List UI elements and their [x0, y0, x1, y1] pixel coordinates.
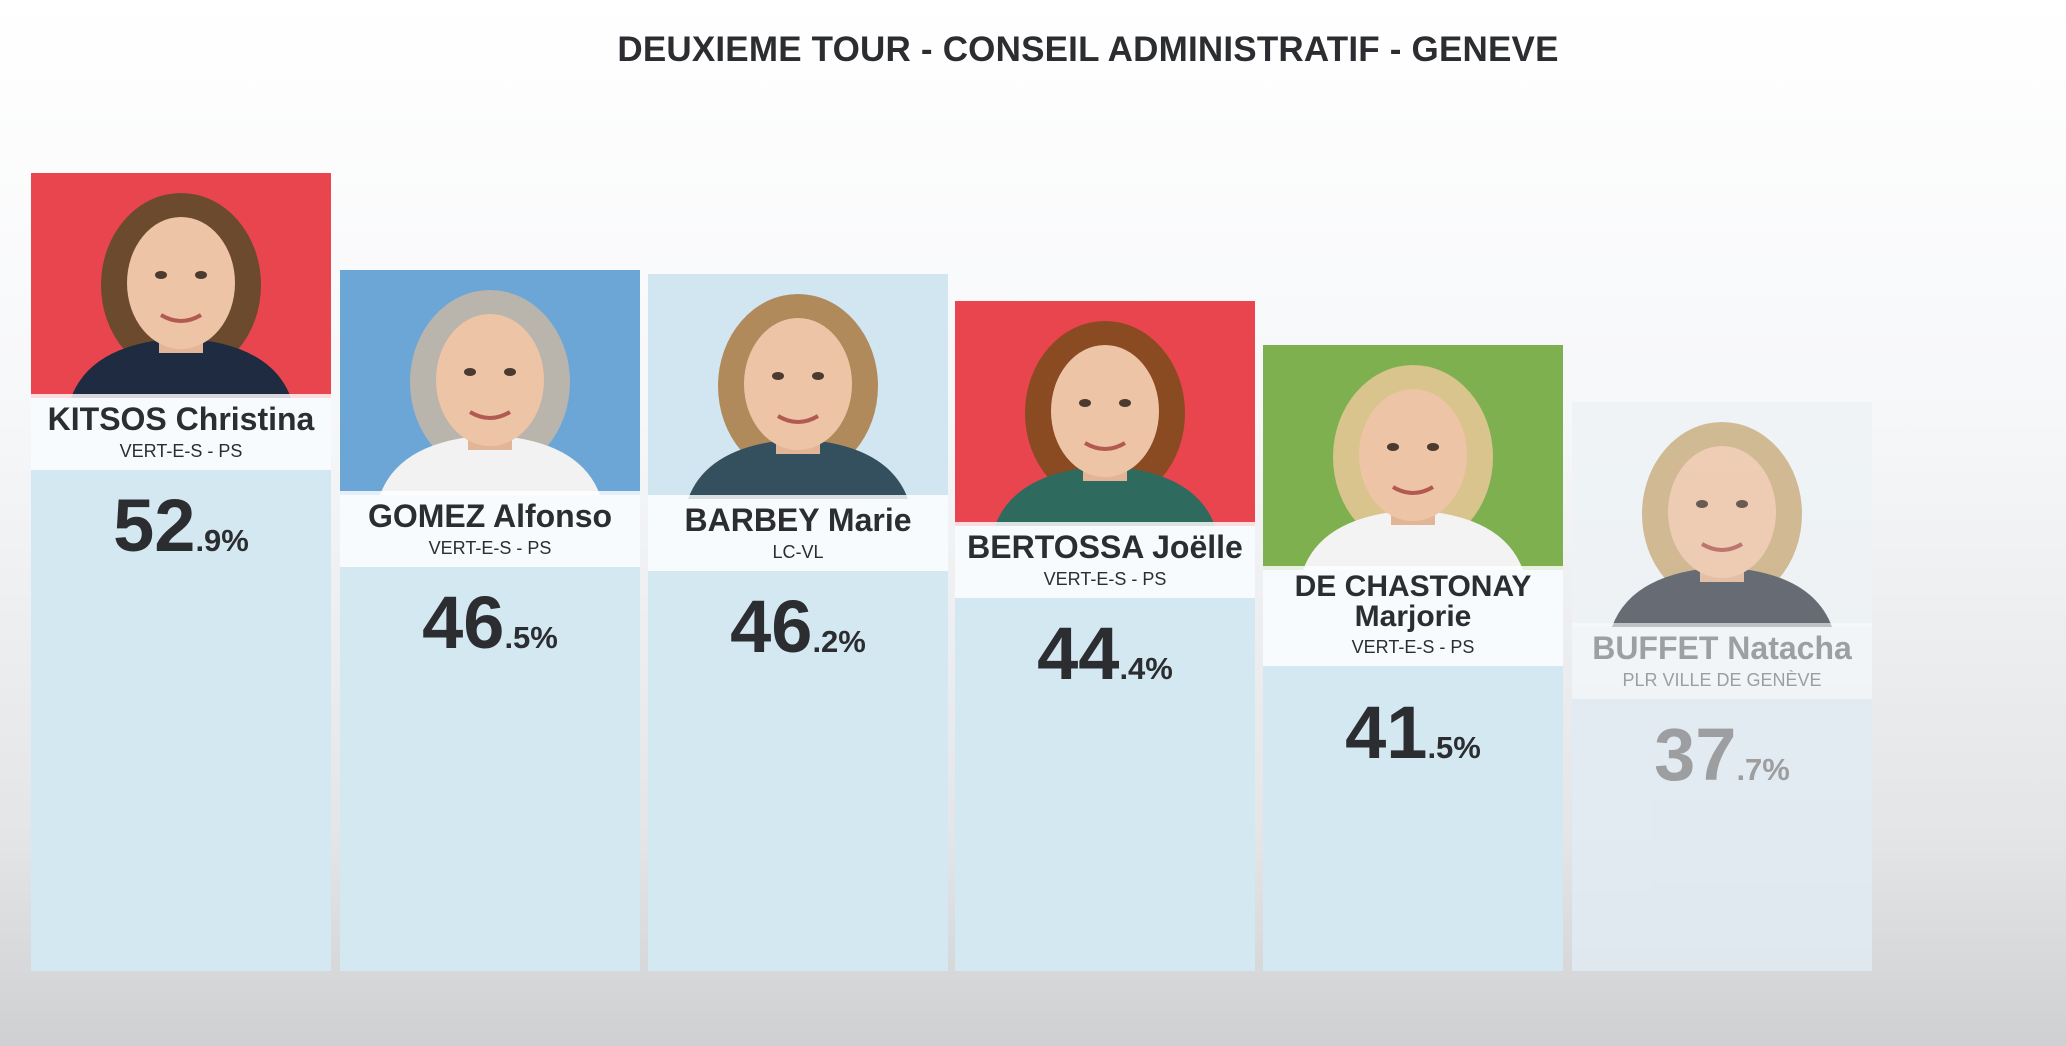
candidate-label: KITSOS Christina VERT-E-S - PS — [31, 394, 331, 470]
candidate-name: BUFFET Natacha — [1592, 630, 1852, 666]
percentage-integer: 52 — [113, 484, 196, 567]
candidate-percentage: 46.5% — [340, 580, 640, 665]
candidate-percentage: 37.7% — [1572, 712, 1872, 797]
candidate-photo — [955, 301, 1255, 526]
candidate-name: BARBEY Marie — [684, 502, 912, 538]
candidate-label: GOMEZ Alfonso VERT-E-S - PS — [340, 491, 640, 567]
candidate-percentage: 41.5% — [1263, 690, 1563, 775]
candidate-photo — [340, 270, 640, 495]
candidate-photo — [1572, 402, 1872, 627]
candidate-party: VERT-E-S - PS — [119, 441, 243, 461]
candidate-bar: BERTOSSA Joëlle VERT-E-S - PS 44.4% — [955, 301, 1255, 971]
candidate-name: BERTOSSA Joëlle — [967, 529, 1243, 565]
candidate-photo — [31, 173, 331, 398]
candidate-percentage: 52.9% — [31, 483, 331, 568]
candidate-photo — [648, 274, 948, 499]
candidate-label: DE CHASTONAY Marjorie VERT-E-S - PS — [1263, 566, 1563, 666]
percentage-decimal: .9% — [195, 523, 249, 558]
percentage-integer: 41 — [1345, 691, 1428, 774]
candidate-bar: BUFFET Natacha PLR VILLE DE GENÈVE 37.7% — [1572, 402, 1872, 971]
candidate-party: PLR VILLE DE GENÈVE — [1622, 670, 1822, 690]
candidate-party: VERT-E-S - PS — [428, 538, 552, 558]
candidate-label: BARBEY Marie LC-VL — [648, 495, 948, 571]
percentage-decimal: .2% — [812, 624, 866, 659]
candidate-name: KITSOS Christina — [47, 401, 315, 437]
percentage-integer: 46 — [730, 585, 813, 668]
chart-title: DEUXIEME TOUR - CONSEIL ADMINISTRATIF - … — [617, 30, 1559, 69]
candidate-label: BERTOSSA Joëlle VERT-E-S - PS — [955, 522, 1255, 598]
candidate-party: VERT-E-S - PS — [1043, 569, 1167, 589]
percentage-decimal: .4% — [1119, 651, 1173, 686]
candidate-photo — [1263, 345, 1563, 570]
percentage-integer: 44 — [1037, 612, 1120, 695]
candidate-label: BUFFET Natacha PLR VILLE DE GENÈVE — [1572, 623, 1872, 699]
candidate-percentage: 44.4% — [955, 611, 1255, 696]
candidate-name: DE CHASTONAY Marjorie — [1294, 570, 1532, 633]
percentage-integer: 37 — [1654, 713, 1737, 796]
percentage-integer: 46 — [422, 581, 505, 664]
candidate-name: GOMEZ Alfonso — [367, 498, 613, 534]
candidate-bar: GOMEZ Alfonso VERT-E-S - PS 46.5% — [340, 270, 640, 971]
candidate-bar: BARBEY Marie LC-VL 46.2% — [648, 274, 948, 971]
candidate-party: VERT-E-S - PS — [1351, 637, 1475, 657]
candidate-bar: KITSOS Christina VERT-E-S - PS 52.9% — [31, 173, 331, 971]
candidate-bar: DE CHASTONAY Marjorie VERT-E-S - PS 41.5% — [1263, 345, 1563, 971]
candidate-percentage: 46.2% — [648, 584, 948, 669]
percentage-decimal: .7% — [1736, 752, 1790, 787]
percentage-decimal: .5% — [504, 620, 558, 655]
percentage-decimal: .5% — [1427, 730, 1481, 765]
candidate-party: LC-VL — [772, 542, 824, 562]
